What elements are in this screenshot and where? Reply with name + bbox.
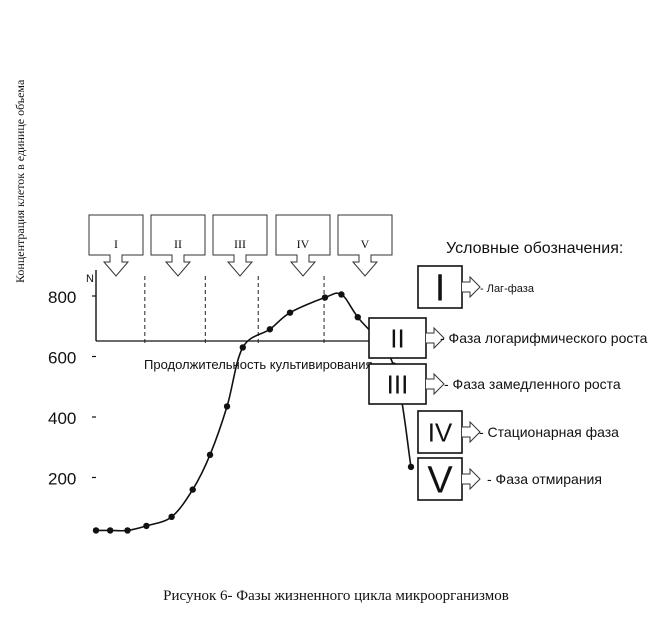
y-axis-label: Концентрация клеток в единице объема <box>13 79 27 283</box>
down-arrow-icon <box>212 214 268 277</box>
legend-label: - Фаза замедленного роста <box>444 376 621 392</box>
phase-box-numeral: III <box>234 237 246 251</box>
phase-box-numeral: I <box>114 237 118 251</box>
data-point <box>266 326 274 333</box>
legend-item-4: IV - Стационарная фаза <box>417 410 619 454</box>
legend-title: Условные обозначения: <box>446 240 623 257</box>
data-point <box>286 309 294 316</box>
legend-label: - Стационарная фаза <box>479 424 619 440</box>
phase-box-1: I <box>88 214 144 277</box>
legend-item-2: II - Фаза логарифмического роста <box>368 317 648 359</box>
data-point <box>407 463 415 471</box>
legend-box <box>417 410 463 454</box>
legend-box <box>417 457 463 501</box>
data-point <box>321 294 329 301</box>
y-tick-label: 600 <box>48 349 76 368</box>
legend-numeral: V <box>427 460 453 502</box>
legend-box <box>368 363 427 405</box>
data-point <box>223 403 231 410</box>
data-point <box>124 527 131 534</box>
data-point <box>189 486 196 493</box>
legend-box <box>368 317 427 359</box>
figure-caption: Рисунок 6- Фазы жизненного цикла микроор… <box>163 588 509 604</box>
data-point <box>206 451 214 459</box>
phase-box-numeral: II <box>174 237 182 251</box>
legend-box <box>417 265 463 309</box>
legend-numeral: III <box>387 369 409 399</box>
down-arrow-icon <box>88 214 144 277</box>
legend-label: - Фаза отмирания <box>487 471 602 487</box>
y-tick-label: 200 <box>48 470 76 489</box>
data-point <box>106 527 114 534</box>
down-arrow-icon <box>337 214 393 277</box>
legend-label: - Фаза логарифмического роста <box>440 330 648 346</box>
x-axis-label: Продолжительность культивирования <box>144 357 373 372</box>
data-point <box>92 527 100 534</box>
data-point <box>354 313 361 321</box>
phase-box-4: IV <box>275 214 331 277</box>
growth-curve <box>95 292 412 532</box>
legend-label: - Лаг-фаза <box>480 283 535 295</box>
down-arrow-icon <box>275 214 331 277</box>
phase-box-numeral: IV <box>297 237 310 251</box>
right-arrow-icon <box>462 420 481 444</box>
y-tick-label: 800 <box>48 288 76 307</box>
phase-box-3: III <box>212 214 268 277</box>
legend-item-5: V - Фаза отмирания <box>417 457 602 502</box>
legend-numeral: IV <box>428 417 453 447</box>
phase-box-5: V <box>337 214 393 277</box>
legend-item-1: I - Лаг-фаза <box>417 265 535 310</box>
legend-numeral: II <box>390 323 404 353</box>
right-arrow-icon <box>426 372 445 396</box>
y-axis-marker: N <box>86 273 94 285</box>
data-point <box>239 344 246 351</box>
down-arrow-icon <box>150 214 206 277</box>
legend-numeral: I <box>435 268 446 310</box>
right-arrow-icon <box>462 275 481 299</box>
phase-box-2: II <box>150 214 206 277</box>
legend-item-3: III - Фаза замедленного роста <box>368 363 621 405</box>
data-point <box>143 522 150 530</box>
y-tick-label: 400 <box>48 409 76 428</box>
right-arrow-icon <box>462 467 481 491</box>
data-point <box>168 513 175 521</box>
data-point <box>338 291 345 298</box>
right-arrow-icon <box>426 326 445 350</box>
phase-box-numeral: V <box>361 237 370 251</box>
